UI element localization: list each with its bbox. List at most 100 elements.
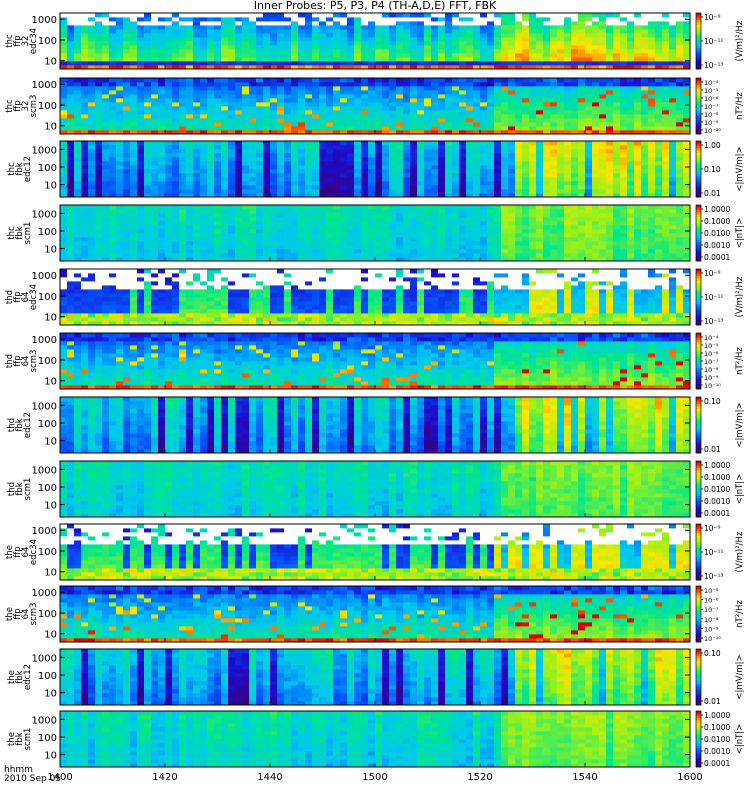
panel-label-line: the	[5, 607, 15, 621]
colorbar-tick-label: 10⁻⁹	[704, 13, 721, 22]
y-tick-label: 10	[44, 181, 57, 192]
colorbar-tick-label: 0.10	[704, 165, 721, 174]
colorbar-label: <|mV/m|>	[735, 402, 745, 447]
colorbar-label: <|nT|>	[735, 724, 745, 755]
y-tick-label: 1000	[32, 653, 57, 664]
colorbar-tick-label: 10⁻¹⁰	[704, 127, 721, 135]
y-tick-label: 100	[38, 292, 57, 303]
colorbar: 10⁻⁴10⁻⁵10⁻⁶10⁻⁷10⁻⁸10⁻⁹10⁻¹⁰ nT²/Hz	[695, 77, 745, 135]
y-tick-label: 100	[38, 419, 57, 430]
y-tick-label: 10	[44, 689, 57, 700]
colorbar-tick-label: 0.1000	[704, 473, 730, 482]
heatmap-cells	[60, 649, 691, 706]
panel-label-line: thc	[7, 162, 17, 176]
colorbar-tick-label: 10⁻¹⁰	[704, 382, 721, 390]
panel-label-line: edc12	[23, 156, 33, 182]
panel-label-line: scm1	[23, 478, 33, 501]
y-tick-label: 100	[38, 163, 57, 174]
panel-label-line: the	[7, 670, 17, 684]
colorbar-label: <|nT|>	[735, 474, 745, 505]
colorbar-tick-label: 10⁻¹³	[704, 572, 724, 581]
colorbar-tick-label: 10⁻⁸	[704, 111, 719, 119]
y-tick-label: 100	[38, 101, 57, 112]
y-tick-label: 10	[44, 630, 57, 641]
colorbar-tick-label: 10⁻⁴	[704, 334, 719, 342]
colorbar: 1.00 0.10 0.01 <|mV/m|>	[695, 140, 745, 198]
colorbar-tick-label: 10⁻⁹	[704, 269, 721, 278]
colorbar-label: (V/m)²/Hz	[735, 531, 745, 572]
panel-label-line: scm3	[29, 603, 39, 626]
colorbar-label: <|mV/m|>	[735, 654, 745, 699]
y-tick-label: 1000	[32, 526, 57, 537]
colorbar-tick-label: 0.1000	[704, 723, 730, 732]
heatmap-cells	[60, 711, 691, 768]
panel-label-line: scm1	[23, 222, 33, 245]
colorbar-tick-label: 0.0001	[704, 509, 730, 518]
colorbar: 0.10 0.01 <|mV/m|>	[695, 396, 745, 454]
panel-label-line: thd	[5, 290, 15, 304]
colorbar-tick-label: 10⁻⁷	[704, 606, 719, 614]
colorbar-tick-label: 1.0000	[704, 711, 730, 720]
panel-label-line: fbk	[15, 670, 25, 683]
date-label: 2010 Sep 05	[4, 774, 62, 784]
colorbar-tick-label: 10⁻⁵	[704, 587, 719, 595]
panel-label-line: scm1	[23, 728, 33, 751]
y-tick-label: 1000	[32, 271, 57, 282]
y-tick-label: 10	[44, 568, 57, 579]
colorbar-tick-label: 10⁻¹¹	[704, 293, 724, 302]
colorbar-tick-label: 10⁻¹⁰	[704, 635, 721, 643]
colorbar-tick-label: 10⁻⁹	[704, 119, 719, 127]
colorbar-tick-label: 0.01	[704, 697, 721, 706]
x-tick-label: 1520	[467, 772, 492, 783]
x-tick-label: 1500	[362, 772, 387, 783]
panel-label-line: edc34	[29, 539, 39, 565]
x-tick-label: 1440	[257, 772, 282, 783]
panel-label-line: 64	[21, 292, 31, 303]
y-tick-label: 1000	[32, 15, 57, 26]
y-tick-label: 10	[44, 313, 57, 324]
y-tick-label: 10	[44, 122, 57, 133]
panel-label-line: ffp	[13, 35, 23, 46]
time-label: hhmm	[4, 765, 33, 775]
colorbar-tick-label: 10⁻⁵	[704, 342, 719, 350]
colorbar-tick-label: 0.0010	[704, 497, 730, 506]
panel-label-line: edc12	[23, 412, 33, 438]
heatmap-cells	[60, 78, 691, 135]
colorbar-tick-label: 10⁻⁴	[704, 79, 719, 87]
colorbar-tick-label: 10⁻¹³	[704, 317, 724, 326]
colorbar: 0.10 0.01 <|mV/m|>	[695, 648, 745, 706]
panel-label-line: 64	[21, 356, 31, 367]
y-tick-label: 1000	[32, 80, 57, 91]
y-tick-label: 1000	[32, 465, 57, 476]
y-tick-label: 100	[38, 36, 57, 47]
colorbar-tick-label: 10⁻¹¹	[704, 548, 724, 557]
panel-label-line: fbk	[15, 482, 25, 495]
colorbar-tick-label: 0.1000	[704, 217, 730, 226]
panel-label-line: ffp	[13, 100, 23, 111]
colorbar-tick-label: 10⁻⁶	[704, 597, 719, 605]
colorbar-tick-label: 0.0010	[704, 747, 730, 756]
colorbar-label: (V/m)²/Hz	[735, 276, 745, 317]
panel-label-line: fbk	[15, 418, 25, 431]
y-tick-label: 100	[38, 227, 57, 238]
heatmap-cells	[60, 13, 691, 70]
y-tick-label: 10	[44, 57, 57, 68]
colorbar-tick-label: 10⁻⁶	[704, 95, 719, 103]
spectrogram-panel: 100010010theffp64scm310⁻⁵10⁻⁶10⁻⁷10⁻⁸10⁻…	[5, 585, 745, 643]
spectrogram-panel: 100010010thdffp64scm310⁻⁴10⁻⁵10⁻⁶10⁻⁷10⁻…	[5, 332, 745, 390]
panel-label-line: 32	[21, 101, 31, 112]
